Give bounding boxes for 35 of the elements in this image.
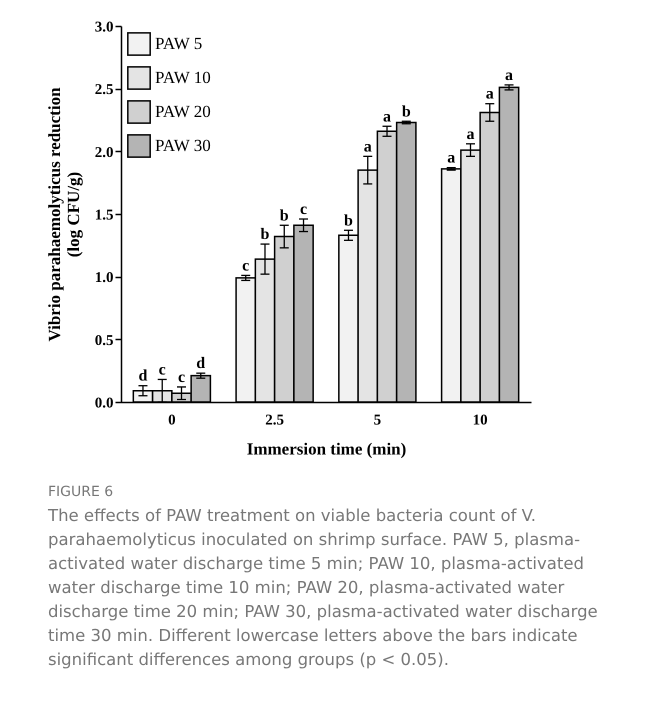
data-label: c bbox=[242, 257, 250, 274]
y-tick-label: 1.5 bbox=[94, 208, 114, 224]
data-label: d bbox=[138, 368, 148, 385]
data-label: b bbox=[260, 226, 270, 244]
data-label: a bbox=[486, 86, 494, 103]
legend-label: PAW 30 bbox=[155, 136, 211, 155]
y-tick-label: 0.0 bbox=[94, 396, 114, 412]
data-label: a bbox=[447, 150, 456, 167]
y-tick-label: 3.0 bbox=[94, 20, 114, 36]
x-tick-label: 5 bbox=[374, 412, 382, 428]
y-tick-label: 1.0 bbox=[94, 270, 114, 286]
legend-label: PAW 5 bbox=[155, 34, 202, 53]
x-tick-label: 10 bbox=[472, 412, 488, 428]
data-label: a bbox=[505, 66, 514, 84]
x-tick-label: 2.5 bbox=[265, 412, 284, 428]
data-label: c bbox=[158, 361, 166, 378]
text: The effects of PAW treatment on viable bacteria count of V. parahaemolyticus inoculated on shrimp surface. PAW 5, plasma-activated water discharge time 5 min; PAW 10, plasma-activated water discharge time 10 min; PAW 20, plasma-activated water discharge time 20 min; PAW 30, plasma-activated water discharge time 30 min. Different lowercase letters above the bars indicate significant differences among groups (p < 0.05). bbox=[48, 505, 599, 671]
y-tick-label: 2.5 bbox=[94, 82, 114, 98]
legend-label: PAW 20 bbox=[155, 102, 211, 121]
data-label: b bbox=[280, 207, 289, 224]
data-label: a bbox=[383, 108, 392, 126]
data-label: a bbox=[364, 138, 372, 156]
data-label: d bbox=[196, 355, 206, 372]
y-axis-title: Vibrio parahaemolyticus reduction (log CFU/g) bbox=[44, 86, 83, 342]
data-label: b bbox=[402, 103, 411, 120]
y-tick-label: 2.0 bbox=[94, 144, 114, 161]
data-label: c bbox=[178, 368, 186, 386]
caption: FIGURE 6 bbox=[48, 484, 114, 500]
data-label: c bbox=[300, 201, 308, 218]
x-tick-label: 0 bbox=[168, 412, 176, 428]
x-axis-title: Immersion time (min) bbox=[246, 440, 406, 458]
legend-label: PAW 10 bbox=[155, 68, 211, 87]
data-label: b bbox=[344, 212, 354, 230]
data-label: a bbox=[466, 126, 474, 143]
y-tick-label: 0.5 bbox=[94, 332, 114, 349]
